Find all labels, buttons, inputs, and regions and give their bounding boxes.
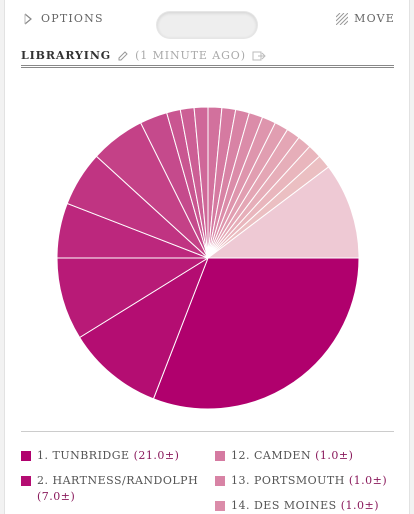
widget-title-bar: LIBRARYING (1 MINUTE AGO) xyxy=(21,46,394,68)
legend-swatch xyxy=(215,451,225,461)
legend-text: 2. HARTNESS/RANDOLPH (7.0±) xyxy=(37,473,201,505)
legend-value: (1.0±) xyxy=(315,449,354,462)
legend-text: 13. PORTSMOUTH (1.0±) xyxy=(231,473,387,489)
legend-text: 12. CAMDEN (1.0±) xyxy=(231,448,353,464)
legend-item[interactable]: 12. CAMDEN (1.0±) xyxy=(215,448,405,464)
pie-chart xyxy=(5,70,411,426)
legend-label: 2. HARTNESS/RANDOLPH xyxy=(37,474,199,487)
legend-swatch xyxy=(215,501,225,511)
pie-slice-21[interactable] xyxy=(206,166,360,259)
pencil-icon[interactable] xyxy=(117,50,129,62)
legend-item[interactable]: 13. PORTSMOUTH (1.0±) xyxy=(215,473,405,489)
legend-item[interactable]: 2. HARTNESS/RANDOLPH (7.0±) xyxy=(21,473,201,505)
export-icon[interactable] xyxy=(252,50,266,62)
options-label: OPTIONS xyxy=(41,12,104,25)
widget-card: OPTIONS MOVE LIBRARYING (1 MINUTE AGO) 1… xyxy=(4,0,410,514)
legend-value: (1.0±) xyxy=(340,499,379,512)
move-hatch-icon xyxy=(335,12,349,25)
drag-handle[interactable] xyxy=(157,12,257,38)
legend-value: (7.0±) xyxy=(37,490,76,503)
legend-item[interactable]: 14. DES MOINES (1.0±) xyxy=(215,498,405,514)
move-label: MOVE xyxy=(354,12,395,25)
widget-title: LIBRARYING xyxy=(21,49,112,62)
widget-header: OPTIONS MOVE xyxy=(5,0,411,40)
legend-value: (21.0±) xyxy=(133,449,180,462)
move-button[interactable]: MOVE xyxy=(335,12,395,25)
pie-slice-tunbridge[interactable] xyxy=(152,257,360,410)
legend-label: 14. DES MOINES xyxy=(231,499,341,512)
legend-item[interactable]: 1. TUNBRIDGE (21.0±) xyxy=(21,448,201,464)
legend-text: 14. DES MOINES (1.0±) xyxy=(231,498,379,514)
pie-slice-3[interactable] xyxy=(56,257,210,339)
pie-chart-svg xyxy=(56,106,360,410)
legend-swatch xyxy=(21,476,31,486)
legend-label: 12. CAMDEN xyxy=(231,449,316,462)
legend-swatch xyxy=(215,476,225,486)
legend-divider xyxy=(21,431,394,432)
legend-value: (1.0±) xyxy=(348,474,388,487)
pie-slice-hartness-randolph[interactable] xyxy=(78,256,210,400)
legend-swatch xyxy=(21,451,31,461)
updated-timestamp: (1 MINUTE AGO) xyxy=(135,49,246,62)
legend-text: 1. TUNBRIDGE (21.0±) xyxy=(37,448,179,464)
legend-label: 1. TUNBRIDGE xyxy=(37,449,134,462)
legend-label: 13. PORTSMOUTH xyxy=(231,474,349,487)
chevron-right-icon xyxy=(23,13,33,25)
options-toggle[interactable]: OPTIONS xyxy=(23,12,104,25)
